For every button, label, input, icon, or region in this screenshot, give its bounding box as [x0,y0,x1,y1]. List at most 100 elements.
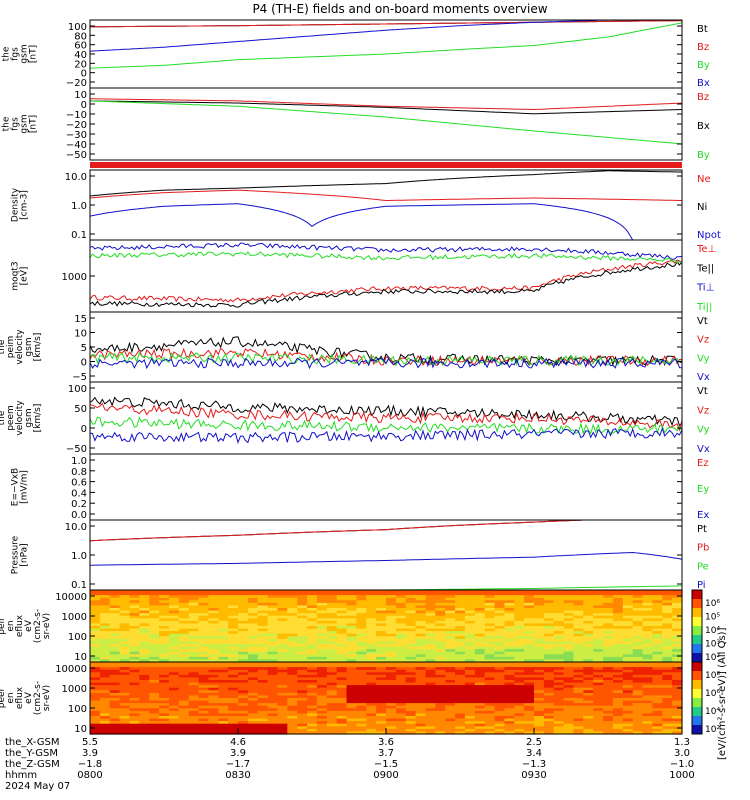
heatmap-cell [366,726,377,730]
heatmap-cell [139,600,150,604]
heatmap-cell [435,662,446,666]
heatmap-cell [534,620,545,625]
heatmap-cell [287,620,298,625]
heatmap-cell [257,723,269,727]
heatmap-cell [573,602,584,607]
heatmap-cell [218,680,229,684]
y-label-line: the [2,116,12,131]
heatmap-cell [159,698,170,702]
heatmap-cell [346,623,357,627]
heatmap-cell [662,695,673,699]
heatmap-cell [603,723,614,727]
heatmap-cell [198,710,209,715]
heatmap-cell [474,615,486,619]
heatmap-cell [307,626,318,630]
heatmap-cell [336,633,348,637]
heatmap-cell [99,726,111,730]
heatmap-cell [464,703,476,707]
heatmap-cell [573,713,584,717]
heatmap-cell [277,698,288,702]
y-label-line: eV [24,619,34,632]
heatmap-cell [257,682,269,686]
heatmap-cell [573,669,584,673]
heatmap-cell [336,631,348,635]
heatmap-cell [218,613,229,617]
heatmap-cell [395,680,407,684]
heatmap-cell [672,602,683,607]
heatmap-cell [455,615,466,619]
heatmap-cell [307,703,318,707]
heatmap-cell [208,705,219,709]
heatmap-cell [662,718,673,722]
heatmap-cell [494,646,505,650]
heatmap-cell [603,613,614,617]
heatmap-cell [632,728,644,733]
heatmap-cell [228,608,239,612]
heatmap-cell [386,700,397,704]
heatmap-cell [119,618,131,622]
heatmap-cell [395,631,407,635]
heatmap-cell [642,687,653,691]
heatmap-cell [652,649,663,653]
heatmap-cell [159,628,170,632]
heatmap-cell [652,677,663,681]
heatmap-cell [464,674,476,679]
heatmap-cell [632,731,644,735]
heatmap-cell [178,626,190,630]
heatmap-cell [277,636,288,640]
heatmap-cell [603,592,614,596]
heatmap-cell [445,638,456,643]
heatmap-cell [119,620,131,625]
heatmap-cell [287,728,298,733]
heatmap-cell [603,664,614,668]
heatmap-cell [208,731,219,735]
heatmap-cell [277,716,288,720]
heatmap-cell [662,726,673,730]
heatmap-cell [149,692,160,697]
heatmap-cell [90,610,101,614]
heatmap-cell [297,721,308,725]
heatmap-cell [662,716,673,720]
heatmap-cell [386,646,397,650]
heatmap-cell [316,687,328,691]
heatmap-cell [99,590,111,594]
heatmap-cell [593,690,604,694]
heatmap-cell [198,674,209,679]
heatmap-cell [307,674,318,679]
heatmap-cell [543,731,555,735]
heatmap-cell [642,649,653,653]
heatmap-cell [593,659,604,663]
heatmap-cell [326,641,338,645]
heatmap-cell [336,636,348,640]
heatmap-cell [435,713,446,717]
heatmap-cell [376,716,387,720]
legend-ni: Ni [697,202,707,213]
heatmap-cell [474,687,486,691]
heatmap-cell [445,641,456,645]
legend-bt: Bt [697,24,708,35]
heatmap-cell [464,680,476,684]
heatmap-cell [277,649,288,653]
heatmap-cell [603,597,614,601]
heatmap-cell [356,710,367,715]
heatmap-cell [524,672,535,676]
heatmap-cell [228,682,239,686]
heatmap-cell [90,726,101,730]
heatmap-cell [287,723,298,727]
heatmap-cell [464,682,476,686]
heatmap-cell [356,716,367,720]
y-tick-label: 1.0 [71,551,87,562]
heatmap-cell [563,623,575,627]
heatmap-cell [484,646,496,650]
heatmap-cell [504,626,515,630]
heatmap-cell [267,605,279,609]
heatmap-cell [405,615,417,619]
heatmap-cell [307,695,318,699]
heatmap-cell [287,677,298,681]
heatmap-cell [307,602,318,607]
heatmap-cell [149,669,160,673]
heatmap-cell [622,687,634,691]
heatmap-cell [514,649,525,653]
heatmap-cell [425,667,436,671]
